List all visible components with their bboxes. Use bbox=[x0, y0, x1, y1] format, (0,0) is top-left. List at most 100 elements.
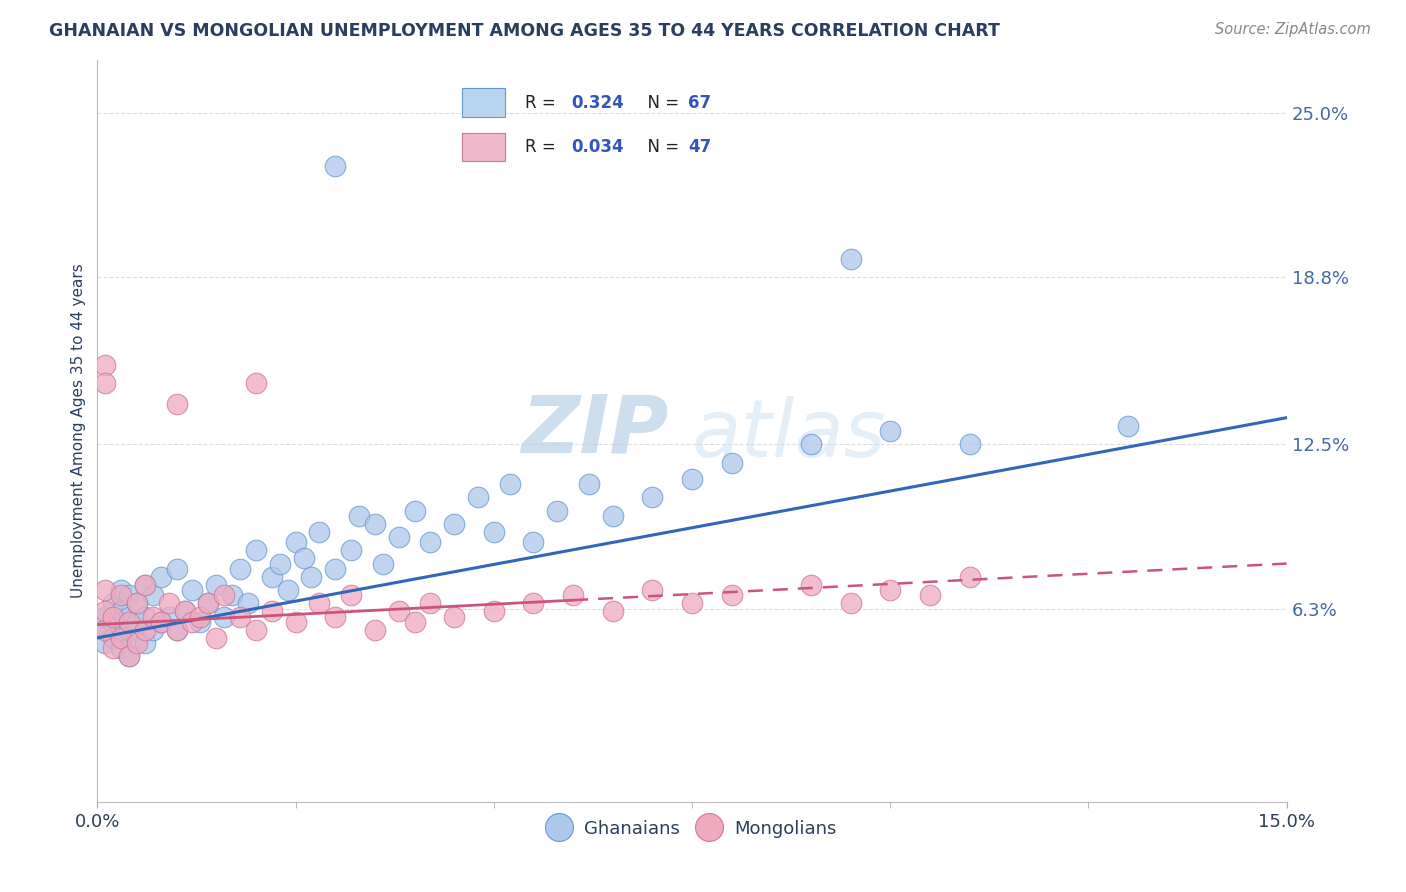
Point bbox=[839, 252, 862, 266]
Point bbox=[94, 636, 117, 650]
Point bbox=[323, 609, 346, 624]
Point bbox=[149, 615, 172, 629]
Point bbox=[879, 583, 901, 598]
Point bbox=[301, 570, 323, 584]
Point bbox=[229, 609, 252, 624]
Point bbox=[118, 588, 141, 602]
Point bbox=[125, 596, 148, 610]
Point bbox=[118, 649, 141, 664]
Point bbox=[134, 623, 156, 637]
Point bbox=[959, 437, 981, 451]
Point bbox=[245, 623, 267, 637]
Point bbox=[221, 588, 243, 602]
Point bbox=[157, 596, 180, 610]
Point bbox=[578, 477, 600, 491]
Point bbox=[236, 596, 259, 610]
Point bbox=[149, 570, 172, 584]
Point bbox=[720, 588, 742, 602]
Point bbox=[800, 578, 823, 592]
Point bbox=[340, 543, 363, 558]
Point bbox=[110, 623, 132, 637]
Point bbox=[371, 557, 394, 571]
Point bbox=[1116, 418, 1139, 433]
Point bbox=[292, 551, 315, 566]
Point bbox=[205, 578, 228, 592]
Point bbox=[94, 604, 117, 618]
Point bbox=[918, 588, 941, 602]
Point bbox=[277, 583, 299, 598]
Point bbox=[125, 596, 148, 610]
Point bbox=[364, 516, 387, 531]
Point bbox=[125, 636, 148, 650]
Point bbox=[404, 503, 426, 517]
Point bbox=[103, 596, 125, 610]
Point bbox=[443, 516, 465, 531]
Text: atlas: atlas bbox=[692, 396, 887, 474]
Point bbox=[308, 596, 330, 610]
Point bbox=[212, 609, 235, 624]
Point bbox=[103, 631, 125, 645]
Point bbox=[641, 583, 664, 598]
Legend: Ghanaians, Mongolians: Ghanaians, Mongolians bbox=[540, 812, 844, 846]
Text: Source: ZipAtlas.com: Source: ZipAtlas.com bbox=[1215, 22, 1371, 37]
Point bbox=[546, 503, 568, 517]
Point bbox=[110, 641, 132, 656]
Point bbox=[94, 623, 117, 637]
Point bbox=[404, 615, 426, 629]
Point bbox=[212, 588, 235, 602]
Point bbox=[308, 524, 330, 539]
Point bbox=[197, 596, 219, 610]
Point bbox=[197, 596, 219, 610]
Point bbox=[482, 604, 505, 618]
Point bbox=[388, 530, 411, 544]
Point bbox=[110, 604, 132, 618]
Point bbox=[347, 508, 370, 523]
Point bbox=[260, 570, 283, 584]
Point bbox=[284, 615, 307, 629]
Point bbox=[602, 604, 624, 618]
Point bbox=[498, 477, 520, 491]
Point bbox=[103, 641, 125, 656]
Point bbox=[681, 472, 703, 486]
Point bbox=[134, 609, 156, 624]
Point bbox=[260, 604, 283, 618]
Point bbox=[522, 596, 544, 610]
Point bbox=[110, 631, 132, 645]
Point bbox=[245, 376, 267, 391]
Point bbox=[181, 615, 204, 629]
Point bbox=[181, 583, 204, 598]
Point bbox=[959, 570, 981, 584]
Point bbox=[94, 376, 117, 391]
Point bbox=[681, 596, 703, 610]
Point bbox=[125, 631, 148, 645]
Point bbox=[190, 609, 212, 624]
Point bbox=[562, 588, 585, 602]
Point bbox=[284, 535, 307, 549]
Point bbox=[443, 609, 465, 624]
Point bbox=[419, 596, 441, 610]
Point bbox=[134, 578, 156, 592]
Point bbox=[269, 557, 291, 571]
Point bbox=[166, 623, 188, 637]
Point bbox=[641, 490, 664, 504]
Point bbox=[157, 609, 180, 624]
Point bbox=[245, 543, 267, 558]
Point bbox=[190, 615, 212, 629]
Point bbox=[94, 358, 117, 372]
Point bbox=[482, 524, 505, 539]
Point bbox=[166, 623, 188, 637]
Point bbox=[149, 615, 172, 629]
Point bbox=[103, 609, 125, 624]
Point bbox=[142, 588, 165, 602]
Point bbox=[340, 588, 363, 602]
Point bbox=[134, 578, 156, 592]
Point bbox=[166, 397, 188, 411]
Point bbox=[839, 596, 862, 610]
Point bbox=[118, 623, 141, 637]
Point bbox=[467, 490, 489, 504]
Point bbox=[94, 623, 117, 637]
Y-axis label: Unemployment Among Ages 35 to 44 years: Unemployment Among Ages 35 to 44 years bbox=[72, 263, 86, 599]
Point bbox=[134, 636, 156, 650]
Point bbox=[388, 604, 411, 618]
Point bbox=[602, 508, 624, 523]
